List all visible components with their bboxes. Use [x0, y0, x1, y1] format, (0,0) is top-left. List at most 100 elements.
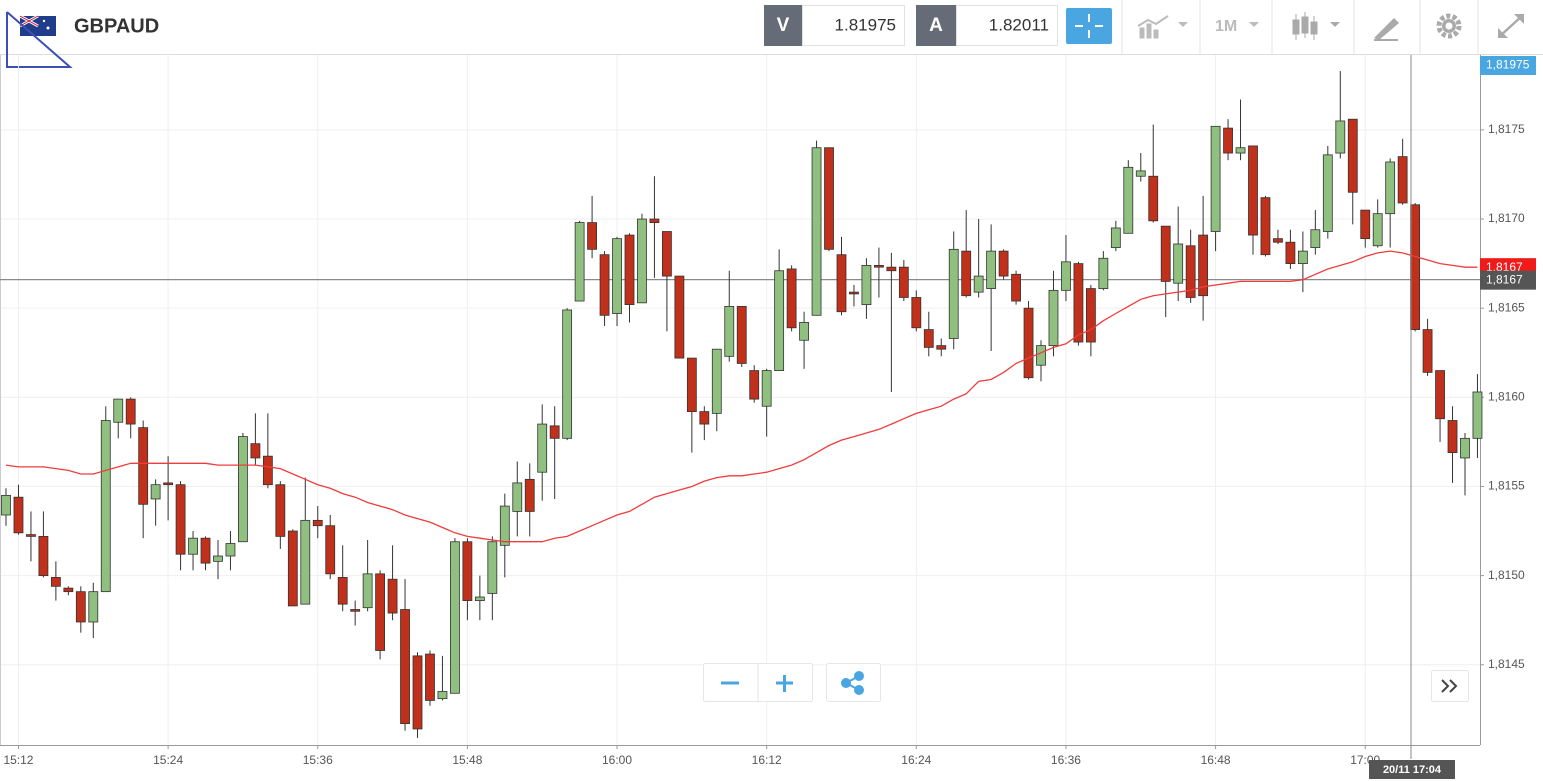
candle-body	[1036, 345, 1046, 366]
candle-body	[38, 535, 49, 577]
candle-body	[1372, 213, 1383, 247]
candle-body	[1048, 289, 1059, 347]
candle-body	[874, 264, 884, 268]
candle-body	[250, 443, 261, 459]
candle-body	[113, 398, 124, 423]
candle-body	[1335, 120, 1346, 154]
candle-body	[1223, 127, 1233, 154]
candle-body	[1198, 234, 1209, 297]
candle-body	[836, 254, 847, 313]
chevron	[1449, 679, 1458, 693]
candle-body	[686, 357, 697, 412]
y-tick-label: 1,8170	[1488, 211, 1525, 225]
candle-body	[612, 238, 622, 314]
candle-body	[1061, 261, 1071, 291]
candle-body	[774, 270, 785, 371]
candle-body	[238, 436, 248, 543]
y-tick-label: 1,8165	[1488, 300, 1525, 314]
candle-body	[1297, 250, 1308, 265]
bid-button[interactable]	[764, 5, 802, 46]
candle-body	[462, 541, 473, 601]
candle-body	[262, 455, 273, 486]
timeframe[interactable]: 1M	[1215, 18, 1237, 35]
candle-body	[624, 234, 635, 306]
zoom-in-button[interactable]	[776, 675, 793, 692]
candle-body	[188, 537, 198, 555]
crosshair-button[interactable]	[1066, 8, 1112, 44]
chart-type-button[interactable]	[1137, 15, 1188, 39]
zoom-controls	[703, 663, 1469, 702]
candle-body	[861, 264, 872, 306]
candle-body	[163, 482, 174, 486]
timeframe-caret	[1249, 22, 1259, 27]
candle-body	[487, 541, 498, 594]
candle-body	[574, 222, 585, 302]
candle-body	[300, 519, 311, 605]
candle-body	[799, 322, 809, 341]
y-tick-label: 1,8175	[1488, 122, 1525, 136]
candle-body	[923, 329, 934, 348]
candle-body	[749, 370, 760, 400]
candle-body	[736, 305, 747, 364]
ask-box[interactable]	[956, 5, 1058, 46]
candle-body	[425, 653, 435, 701]
candle-body	[287, 530, 298, 607]
candle-body	[1410, 204, 1421, 330]
candle-body	[911, 297, 922, 329]
candle-body	[200, 537, 211, 564]
x-tick-label: 15:24	[153, 753, 183, 767]
x-tick-label: 16:00	[602, 753, 632, 767]
candle-body	[26, 534, 36, 537]
candle-body	[1148, 175, 1159, 222]
ask-button[interactable]	[916, 5, 956, 46]
candle-body	[986, 250, 997, 289]
scroll-end-button[interactable]	[1431, 670, 1469, 702]
settings-button[interactable]	[1436, 13, 1462, 39]
candle-body	[1397, 156, 1408, 204]
candle-body	[599, 254, 610, 316]
candle-body	[711, 348, 722, 414]
candle-body	[150, 484, 161, 500]
candle-body	[1273, 238, 1283, 243]
candle-body	[699, 411, 710, 425]
draw-tool-button[interactable]	[1374, 18, 1399, 41]
candle-body	[1472, 391, 1483, 439]
candle-body	[549, 425, 560, 439]
candle-body	[849, 291, 859, 295]
y-tick-label: 1,8155	[1488, 479, 1525, 493]
plot-area: 1,8145 1,8150 1,8155 1,8160 1,8165 1,8170 1,81…	[0, 55, 1536, 779]
last-price-tag: 1,81975	[1486, 58, 1530, 72]
moving-average	[5, 250, 1478, 543]
candle-body	[1073, 263, 1084, 343]
candle-body	[350, 609, 361, 612]
fullscreen-button[interactable]	[1498, 14, 1524, 38]
candle-body	[674, 275, 685, 359]
x-tick-label: 16:12	[752, 753, 782, 767]
last-price-tag-box	[1480, 56, 1536, 75]
candle-body	[1185, 245, 1196, 298]
x-tick-label: 15:48	[452, 753, 482, 767]
candle-body	[1322, 154, 1333, 232]
candle-body	[75, 591, 86, 623]
candle-body	[225, 543, 236, 557]
candle-body	[1235, 147, 1246, 154]
candle-body	[1110, 227, 1121, 248]
candle-body	[337, 577, 348, 605]
candle-body	[387, 578, 398, 614]
candle-body	[50, 577, 61, 587]
candle-body	[275, 484, 286, 537]
candle-body	[450, 541, 460, 694]
bid-box[interactable]	[802, 5, 905, 46]
x-tick-label: 16:24	[901, 753, 931, 767]
candle-body	[100, 420, 111, 593]
candle-body	[63, 587, 74, 593]
candle-body	[562, 309, 573, 439]
candle-body	[1385, 161, 1396, 215]
candle-body	[1, 494, 11, 516]
candle-body	[998, 250, 1009, 277]
share-button[interactable]	[826, 663, 881, 702]
x-tick-label: 15:36	[303, 753, 333, 767]
candle-body	[1173, 243, 1184, 284]
candle-style-button[interactable]	[1292, 12, 1340, 40]
candle-body	[1135, 170, 1146, 177]
